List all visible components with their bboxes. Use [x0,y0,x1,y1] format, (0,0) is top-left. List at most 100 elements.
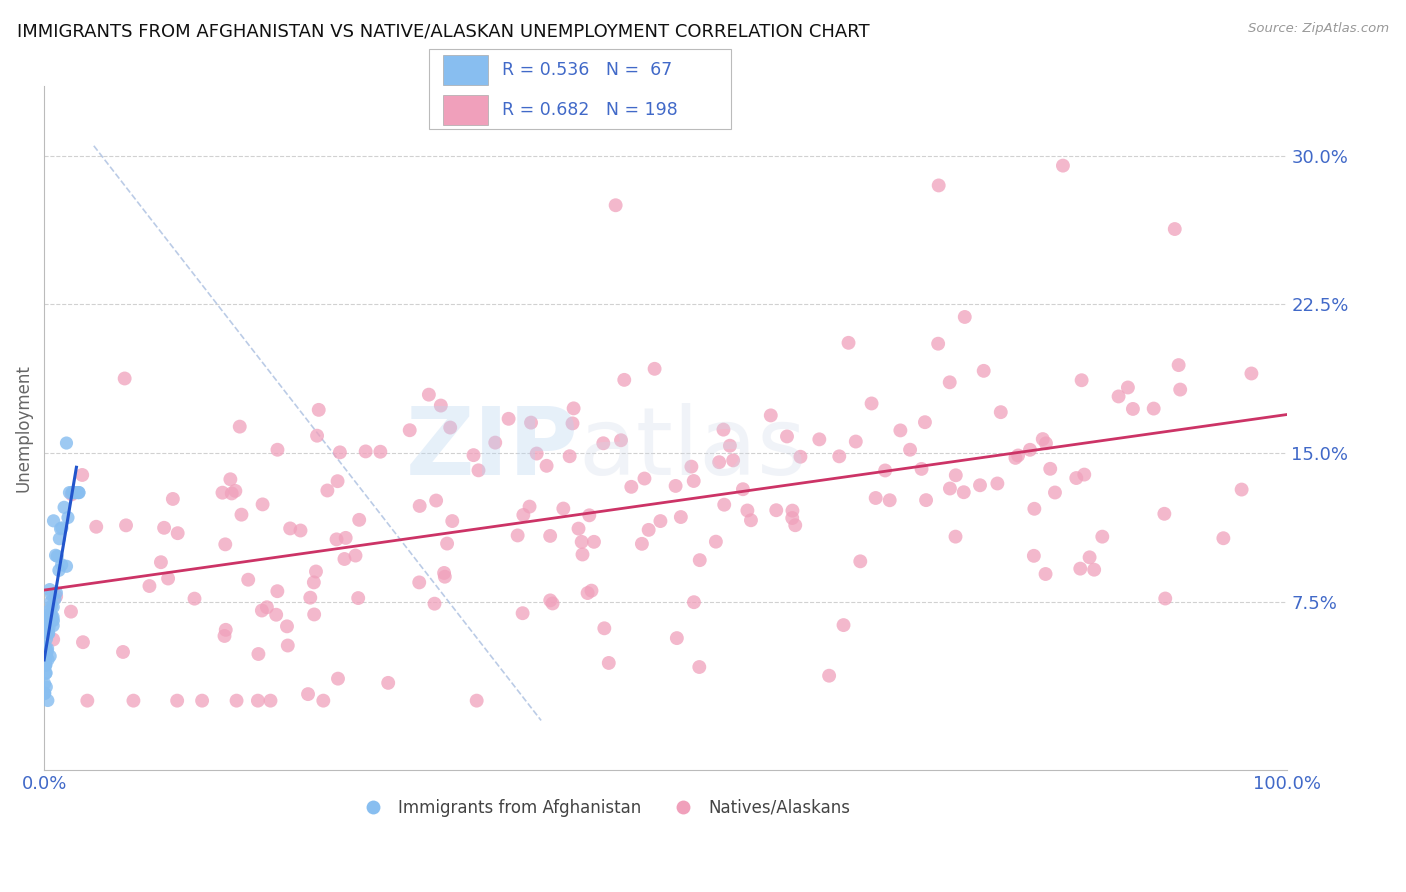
Point [215,623,238,637]
Point [519,500,541,514]
Point [430,399,453,413]
Point [166,526,188,541]
Point [122,693,145,707]
Point [467,463,489,477]
Point [571,534,593,549]
Point [138,579,160,593]
Point [669,510,692,524]
Point [48,532,70,546]
Point [214,629,236,643]
Point [1022,549,1045,563]
Point [538,593,561,607]
Point [166,693,188,707]
Point [259,693,281,707]
Point [60,487,83,501]
Point [688,660,710,674]
Point [45,590,67,604]
Point [875,463,897,477]
Point [316,483,339,498]
Point [582,534,605,549]
Point [41,599,63,614]
Point [276,619,298,633]
Point [48,563,70,577]
Point [837,335,859,350]
Point [39,595,62,609]
Point [973,364,995,378]
Point [59,605,82,619]
Point [910,462,932,476]
Point [229,419,252,434]
Point [737,503,759,517]
Point [1212,531,1234,545]
Point [34,658,56,673]
Point [162,491,184,506]
Point [915,493,938,508]
Point [67,485,90,500]
Point [37,641,59,656]
Point [38,620,60,634]
Point [115,518,138,533]
Point [928,178,950,193]
Point [610,434,633,448]
Point [37,626,59,640]
Point [34,655,56,669]
Point [436,536,458,550]
Point [780,511,803,525]
Point [828,450,851,464]
Point [39,607,62,622]
Point [45,549,67,563]
Point [370,444,392,458]
Point [1004,450,1026,465]
Point [305,565,328,579]
Point [1122,401,1144,416]
Point [38,582,60,597]
Point [34,676,56,690]
Point [354,444,377,458]
Point [631,537,654,551]
Point [344,549,367,563]
Point [865,491,887,505]
Point [953,310,976,324]
Point [704,534,727,549]
Point [731,482,754,496]
Point [433,566,456,580]
Point [713,498,735,512]
Point [1168,383,1191,397]
Point [945,468,967,483]
Point [34,686,56,700]
Point [538,529,561,543]
Point [713,423,735,437]
Point [398,423,420,437]
Point [1019,442,1042,457]
Point [191,693,214,707]
Point [637,523,659,537]
Point [35,680,58,694]
Point [37,624,59,639]
Point [1039,462,1062,476]
Point [952,485,974,500]
Point [51,558,73,572]
Point [1078,550,1101,565]
Point [1007,449,1029,463]
Point [37,607,59,622]
Point [578,508,600,523]
Point [55,436,77,450]
Point [665,479,688,493]
Point [377,676,399,690]
Point [307,428,329,442]
Text: Source: ZipAtlas.com: Source: ZipAtlas.com [1249,22,1389,36]
Point [506,528,529,542]
Point [718,439,741,453]
Point [38,626,60,640]
Point [42,514,65,528]
Point [41,610,63,624]
Point [58,485,80,500]
Point [70,467,93,482]
Point [299,591,322,605]
Point [45,585,67,599]
Point [463,448,485,462]
Point [785,518,807,533]
Point [789,450,811,464]
Point [520,416,543,430]
Point [329,445,352,459]
